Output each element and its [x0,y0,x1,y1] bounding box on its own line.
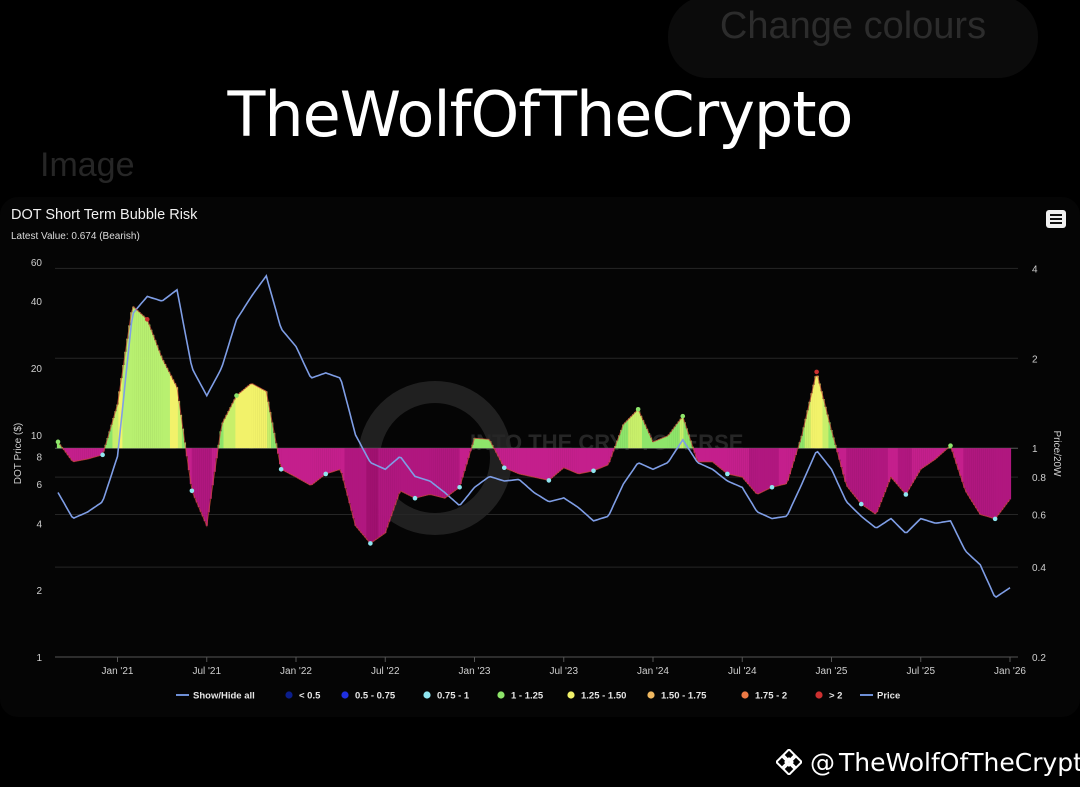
chart-title: DOT Short Term Bubble Risk [11,207,198,223]
x-tick-label: Jan '24 [637,666,669,677]
axes: 0.2 0.4 0.6 0.8 1 2 4 1 2 4 6 8 10 20 40 60 Jan '21 Jul '… [13,258,1062,677]
x-tick-label: Jan '25 [816,666,848,677]
legend-label[interactable]: 0.75 - 1 [437,691,470,702]
ratio-point [769,484,775,490]
x-tick-label: Jul '24 [728,666,757,677]
footer-attribution: @ TheWolfOfTheCrypto [776,742,1080,782]
footer-handle: TheWolfOfTheCrypto [839,747,1080,777]
y-left-tick-label: 1 [36,653,42,664]
y-right-tick-label: 2 [1032,354,1038,365]
x-tick-label: Jul '22 [371,666,400,677]
ratio-point [948,443,953,448]
series-lines [55,273,1011,598]
ratio-point [858,501,864,507]
chart-subtitle: Latest Value: 0.674 (Bearish) [11,231,140,242]
legend-label[interactable]: Price [877,691,900,702]
y-left-tick-label: 40 [31,297,43,308]
ratio-point [100,452,105,458]
legend-marker [285,691,293,699]
ratio-point [992,516,998,522]
legend-label[interactable]: < 0.5 [299,691,321,702]
legend-marker [741,691,749,699]
ratio-point [55,439,61,445]
legend-marker [423,691,431,699]
legend-label[interactable]: 0.5 - 0.75 [355,691,396,702]
legend-label[interactable]: 1 - 1.25 [511,691,544,702]
ratio-point [546,478,552,483]
legend-marker [341,691,349,699]
legend-marker [567,691,575,699]
y-right-tick-label: 0.6 [1032,510,1046,521]
x-tick-label: Jul '25 [906,666,935,677]
ratio-point [323,471,329,477]
x-tick-label: Jan '26 [994,666,1026,677]
x-tick-label: Jul '21 [192,666,221,677]
ratio-point [278,466,284,472]
legend-label[interactable]: 1.50 - 1.75 [661,691,707,702]
legend-label[interactable]: > 2 [829,691,842,702]
ratio-point [234,393,239,398]
ratio-point [814,369,819,375]
y-right-tick-label: 0.4 [1032,563,1046,574]
hamburger-menu-icon[interactable] [1046,210,1066,228]
ratio-point [412,495,418,501]
y-right-axis-title: Price/20W [1051,430,1062,477]
y-right-tick-label: 0.8 [1032,473,1046,484]
y-left-tick-label: 8 [36,452,42,463]
ratio-point [457,484,462,490]
x-tick-label: Jan '22 [280,666,312,677]
legend-marker [647,691,655,699]
headline-watermark: TheWolfOfTheCrypto [227,78,854,151]
x-tick-label: Jul '23 [549,666,578,677]
y-left-tick-label: 2 [36,586,42,597]
x-tick-label: Jan '23 [459,666,491,677]
legend-label[interactable]: 1.75 - 2 [755,691,787,702]
ratio-point [635,406,641,412]
change-colours-button[interactable]: Change colours [668,0,1038,78]
legend-marker [497,691,505,699]
y-right-tick-label: 0.2 [1032,653,1046,664]
ratio-point [680,413,686,419]
y-left-tick-label: 4 [36,519,42,530]
y-right-tick-label: 1 [1032,444,1038,455]
ratio-point [368,541,373,546]
x-tick-label: Jan '21 [102,666,134,677]
image-label: Image [40,146,135,184]
y-right-tick-label: 4 [1032,264,1038,275]
ratio-point [725,471,730,477]
y-left-tick-label: 6 [36,480,42,491]
y-left-tick-label: 10 [31,431,43,442]
legend-label[interactable]: 1.25 - 1.50 [581,691,626,702]
risk-bars [56,306,1012,543]
ratio-point [144,317,150,322]
ratio-point [903,492,909,497]
y-left-tick-label: 20 [31,364,43,375]
price-series-line [57,273,1011,598]
footer-at: @ [810,747,835,777]
ratio-point [591,468,596,474]
legend-label[interactable]: Show/Hide all [193,691,255,702]
y-left-axis-title: DOT Price ($) [13,423,24,485]
legend[interactable]: Show/Hide all < 0.5 0.5 - 0.75 0.75 - 1 1 - … [176,691,900,702]
binance-logo-icon [776,749,802,775]
legend-marker [815,691,823,699]
ratio-point [189,488,195,494]
ratio-series-line [57,305,1011,544]
ratio-point [501,465,507,471]
y-left-tick-label: 60 [31,258,43,269]
